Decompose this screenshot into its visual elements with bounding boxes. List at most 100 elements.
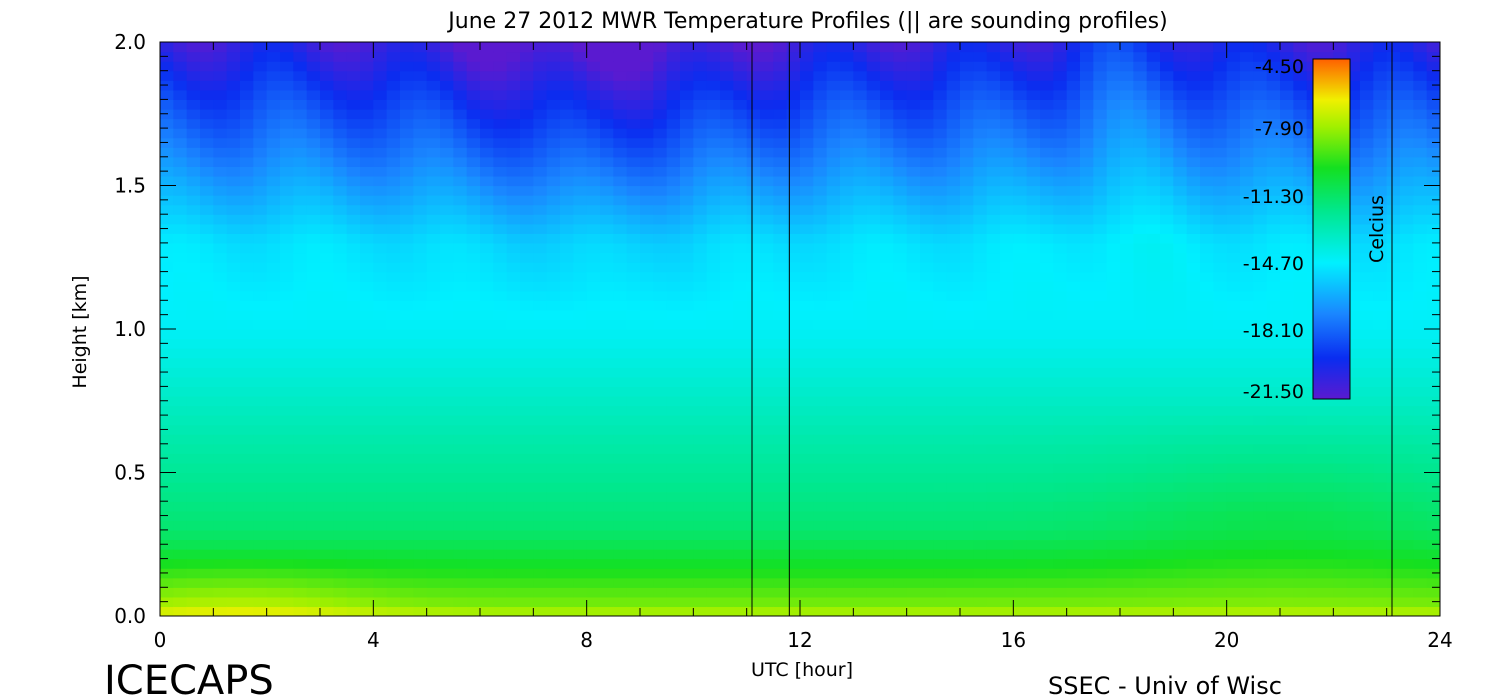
- heatmap-cell: [426, 242, 441, 254]
- heatmap-cell: [280, 405, 294, 416]
- heatmap-cell: [586, 520, 601, 531]
- heatmap-cell: [1133, 319, 1148, 330]
- heatmap-cell: [986, 42, 1001, 53]
- heatmap-cell: [1066, 185, 1081, 196]
- heatmap-cell: [920, 529, 934, 541]
- heatmap-cell: [826, 309, 841, 321]
- heatmap-cell: [746, 118, 761, 129]
- heatmap-cell: [400, 128, 414, 139]
- heatmap-cell: [906, 424, 921, 435]
- heatmap-cell: [160, 405, 174, 416]
- heatmap-cell: [493, 137, 508, 148]
- heatmap-cell: [360, 156, 374, 167]
- heatmap-cell: [1173, 558, 1188, 569]
- heatmap-cell: [546, 549, 561, 560]
- heatmap-cell: [826, 587, 841, 598]
- heatmap-cell: [360, 386, 374, 397]
- heatmap-cell: [1000, 89, 1014, 100]
- heatmap-cell: [1146, 415, 1161, 426]
- heatmap-cell: [440, 577, 454, 588]
- heatmap-cell: [440, 309, 454, 321]
- heatmap-cell: [653, 510, 668, 521]
- heatmap-cell: [573, 395, 588, 407]
- heatmap-cell: [1240, 80, 1254, 91]
- heatmap-cell: [1026, 319, 1041, 330]
- heatmap-cell: [360, 242, 374, 254]
- heatmap-cell: [1066, 415, 1081, 426]
- heatmap-cell: [240, 549, 254, 560]
- heatmap-cell: [853, 185, 868, 196]
- heatmap-cell: [373, 539, 388, 550]
- heatmap-cell: [1093, 520, 1108, 531]
- heatmap-cell: [893, 587, 908, 598]
- heatmap-cell: [1093, 108, 1108, 120]
- heatmap-cell: [480, 242, 494, 254]
- heatmap-cell: [333, 376, 348, 387]
- heatmap-cell: [1133, 568, 1148, 579]
- heatmap-cell: [973, 606, 988, 616]
- heatmap-cell: [226, 338, 241, 349]
- heatmap-cell: [1106, 501, 1121, 512]
- heatmap-cell: [840, 549, 854, 560]
- heatmap-cell: [240, 587, 254, 598]
- heatmap-cell: [666, 42, 681, 53]
- heatmap-cell: [1133, 42, 1148, 53]
- heatmap-cell: [600, 128, 614, 139]
- heatmap-cell: [1240, 501, 1254, 512]
- heatmap-cell: [853, 118, 868, 129]
- heatmap-cell: [626, 147, 641, 158]
- heatmap-cell: [373, 319, 388, 330]
- heatmap-cell: [946, 185, 961, 196]
- heatmap-cell: [1106, 577, 1121, 588]
- heatmap-cell: [1120, 300, 1134, 311]
- heatmap-cell: [186, 415, 201, 426]
- heatmap-cell: [920, 271, 934, 282]
- heatmap-cell: [386, 309, 401, 321]
- heatmap-cell: [946, 462, 961, 474]
- heatmap-cell: [1066, 424, 1081, 435]
- heatmap-cell: [706, 357, 721, 368]
- heatmap-cell: [453, 137, 468, 148]
- heatmap-cell: [226, 233, 241, 244]
- heatmap-cell: [1146, 242, 1161, 254]
- heatmap-cell: [360, 510, 374, 521]
- heatmap-cell: [1240, 252, 1254, 263]
- heatmap-cell: [666, 443, 681, 454]
- heatmap-cell: [626, 175, 641, 187]
- heatmap-cell: [1186, 262, 1201, 273]
- heatmap-cell: [1133, 175, 1148, 187]
- heatmap-cell: [826, 329, 841, 340]
- heatmap-cell: [733, 348, 748, 359]
- heatmap-cell: [626, 262, 641, 273]
- heatmap-cell: [1146, 185, 1161, 196]
- heatmap-cell: [466, 300, 481, 311]
- heatmap-cell: [533, 89, 548, 100]
- heatmap-cell: [880, 529, 894, 541]
- heatmap-cell: [640, 309, 654, 321]
- heatmap-cell: [826, 415, 841, 426]
- heatmap-cell: [840, 453, 854, 464]
- heatmap-cell: [466, 539, 481, 550]
- heatmap-cell: [746, 520, 761, 531]
- heatmap-cell: [546, 577, 561, 588]
- heatmap-cell: [1146, 529, 1161, 541]
- heatmap-cell: [1013, 70, 1028, 81]
- heatmap-cell: [1040, 539, 1054, 550]
- heatmap-cell: [413, 529, 428, 541]
- heatmap-cell: [186, 443, 201, 454]
- heatmap-cell: [1066, 472, 1081, 483]
- heatmap-cell: [1200, 434, 1214, 445]
- heatmap-cell: [520, 549, 534, 560]
- heatmap-cell: [160, 185, 174, 196]
- heatmap-cell: [866, 204, 881, 215]
- heatmap-cell: [186, 424, 201, 435]
- heatmap-cell: [933, 80, 948, 91]
- heatmap-cell: [826, 367, 841, 378]
- heatmap-cell: [453, 520, 468, 531]
- heatmap-cell: [440, 491, 454, 502]
- heatmap-cell: [1040, 262, 1054, 273]
- heatmap-cell: [213, 491, 228, 502]
- heatmap-cell: [706, 61, 721, 72]
- heatmap-cell: [693, 80, 708, 91]
- heatmap-cell: [1240, 309, 1254, 321]
